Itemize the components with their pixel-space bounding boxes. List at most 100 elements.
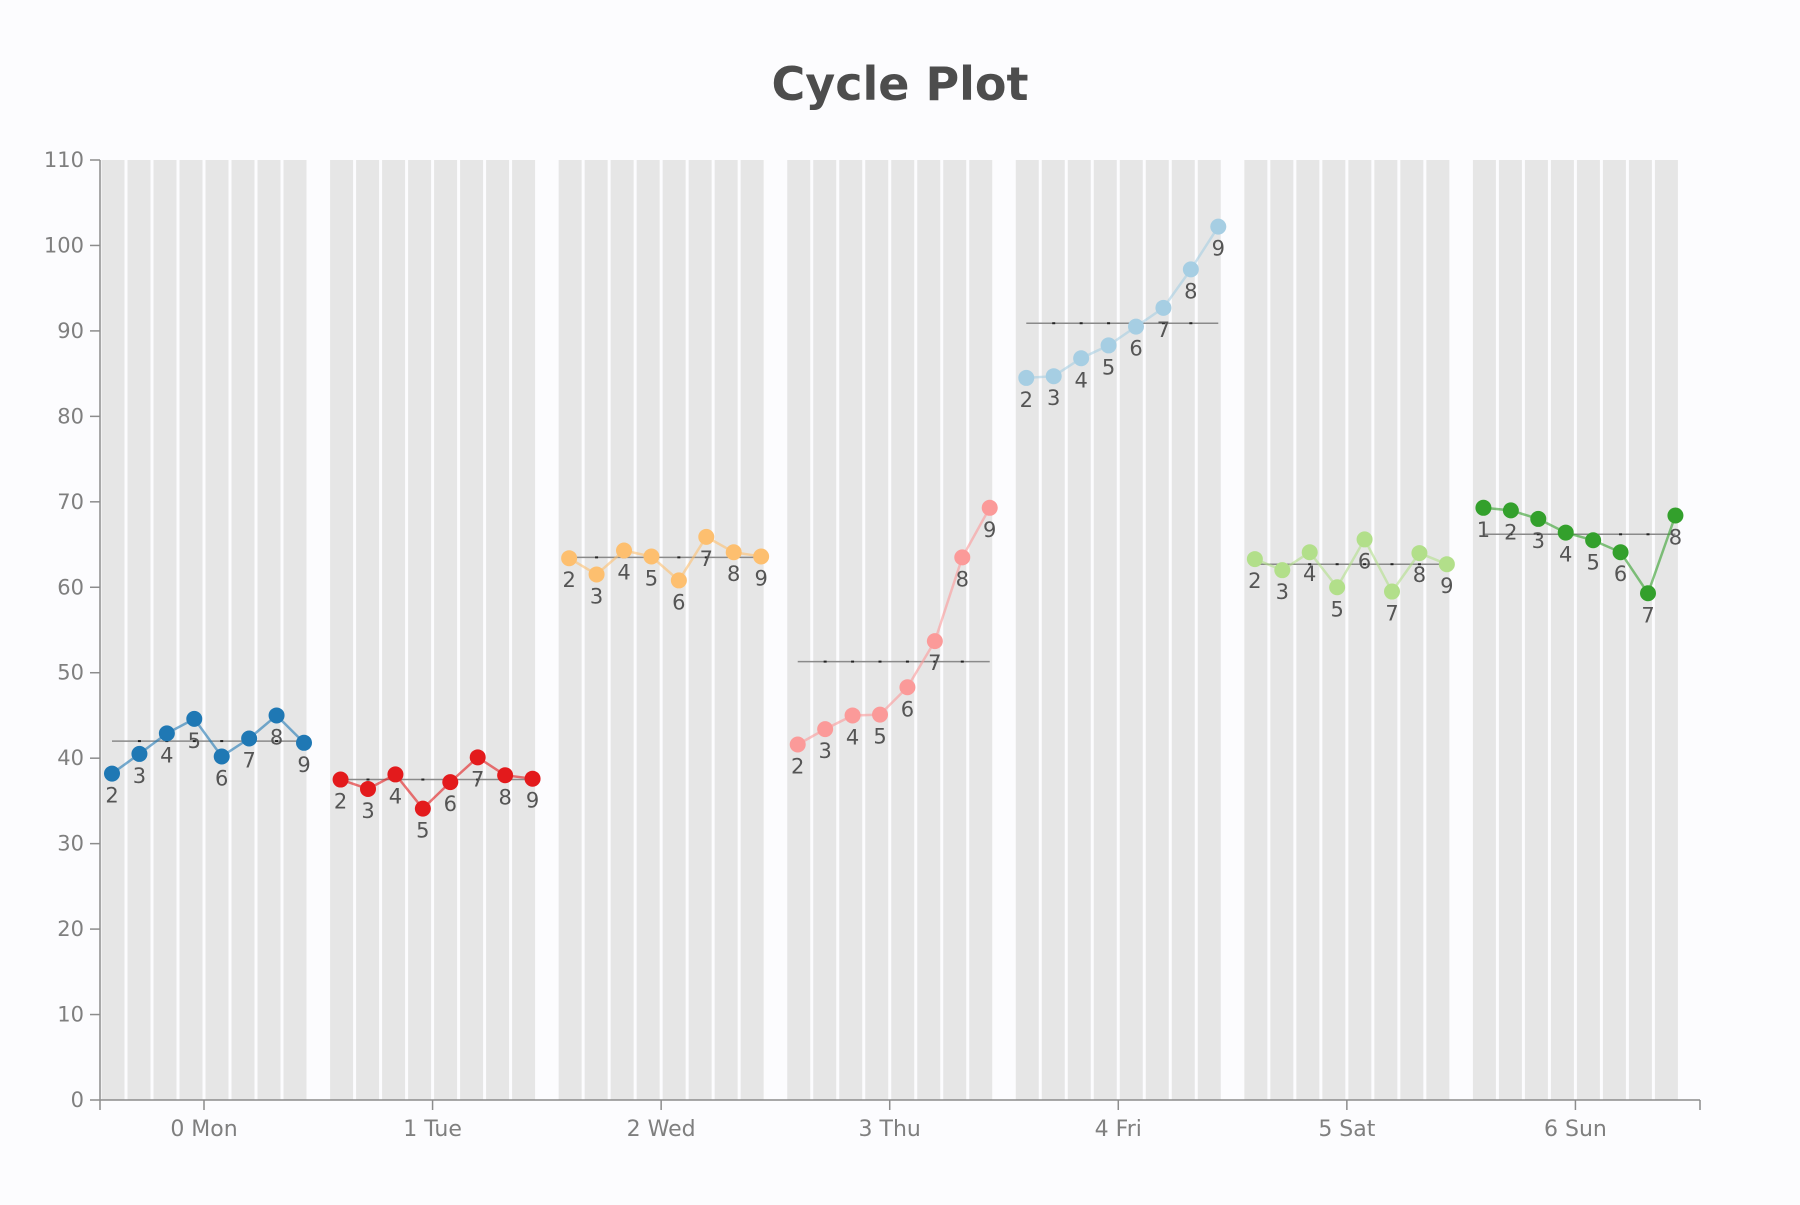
point-label-1-1: 3 [361, 799, 374, 823]
point-2-2 [616, 542, 632, 559]
point-6-7 [1667, 507, 1684, 524]
band-6-7 [1654, 160, 1678, 1100]
band-3-0 [787, 160, 811, 1100]
point-label-5-3: 5 [1330, 597, 1343, 621]
point-4-2 [1073, 350, 1090, 367]
y-tick-label-20: 20 [57, 917, 84, 941]
point-label-0-0: 2 [105, 784, 118, 808]
band-5-0 [1244, 160, 1268, 1100]
band-5-6 [1400, 160, 1424, 1100]
band-0-4 [205, 160, 229, 1100]
point-6-3 [1557, 524, 1574, 541]
y-tick-label-70: 70 [57, 490, 84, 514]
point-4-5 [1155, 299, 1172, 316]
y-tick-label-40: 40 [57, 746, 84, 770]
band-6-4 [1576, 160, 1600, 1100]
point-label-6-0: 1 [1477, 518, 1490, 542]
point-2-5 [698, 528, 715, 545]
point-0-0 [104, 765, 120, 782]
band-2-7 [740, 160, 764, 1100]
point-label-3-5: 7 [928, 651, 941, 675]
band-5-7 [1426, 160, 1450, 1100]
point-2-3 [643, 548, 660, 565]
band-layer [101, 160, 1678, 1100]
point-1-4 [442, 774, 459, 791]
point-label-0-4: 6 [215, 766, 228, 790]
point-5-7 [1438, 556, 1455, 573]
band-4-5 [1145, 160, 1169, 1100]
band-1-1 [356, 160, 380, 1100]
point-1-6 [497, 767, 514, 784]
band-2-6 [714, 160, 738, 1100]
band-4-3 [1093, 160, 1117, 1100]
band-2-1 [584, 160, 608, 1100]
y-tick-label-80: 80 [57, 404, 84, 428]
point-label-4-3: 5 [1102, 355, 1115, 379]
point-label-5-0: 2 [1248, 569, 1261, 593]
point-5-2 [1301, 544, 1318, 561]
point-4-7 [1210, 218, 1227, 235]
band-2-2 [610, 160, 634, 1100]
point-3-2 [844, 707, 861, 724]
point-label-4-0: 2 [1020, 388, 1033, 412]
point-label-3-2: 4 [846, 725, 859, 749]
band-1-4 [434, 160, 458, 1100]
band-2-0 [558, 160, 582, 1100]
point-label-5-5: 7 [1385, 602, 1398, 626]
point-label-5-4: 6 [1358, 549, 1371, 573]
band-4-2 [1067, 160, 1091, 1100]
point-label-5-7: 9 [1440, 574, 1453, 598]
point-label-6-1: 2 [1504, 520, 1517, 544]
point-0-5 [241, 730, 258, 747]
point-1-1 [360, 780, 376, 797]
point-label-0-1: 3 [133, 764, 146, 788]
band-6-0 [1472, 160, 1496, 1100]
band-3-7 [969, 160, 993, 1100]
axes-layer: 0 10 20 30 40 50 60 70 80 90 100 110 0 Mon 1 Tue 2 Wed… [44, 148, 1701, 1142]
chart-title: Cycle Plot [771, 57, 1028, 111]
point-1-7 [524, 770, 541, 787]
point-label-2-7: 9 [754, 567, 767, 591]
point-label-1-5: 7 [471, 767, 484, 791]
point-label-6-5: 6 [1614, 562, 1627, 586]
point-5-4 [1356, 531, 1373, 548]
point-3-3 [872, 706, 888, 723]
band-6-3 [1550, 160, 1574, 1100]
band-0-3 [179, 160, 203, 1100]
y-tick-label-60: 60 [57, 575, 84, 599]
point-label-1-4: 6 [444, 792, 457, 816]
point-1-2 [387, 766, 404, 783]
point-label-4-6: 8 [1184, 279, 1197, 303]
point-5-0 [1246, 551, 1263, 568]
point-label-0-2: 4 [160, 743, 173, 767]
point-4-1 [1045, 368, 1062, 385]
band-4-1 [1041, 160, 1065, 1100]
y-tick-label-50: 50 [57, 661, 84, 685]
band-0-5 [231, 160, 255, 1100]
point-label-1-0: 2 [334, 790, 347, 814]
point-label-2-0: 2 [562, 568, 575, 592]
band-1-2 [382, 160, 406, 1100]
point-label-2-6: 8 [727, 562, 740, 586]
band-5-3 [1322, 160, 1346, 1100]
point-label-0-3: 5 [188, 729, 201, 753]
point-3-4 [899, 679, 916, 696]
point-label-2-5: 7 [700, 547, 713, 571]
point-label-3-4: 6 [901, 697, 914, 721]
band-1-5 [460, 160, 484, 1100]
point-label-1-3: 5 [416, 819, 429, 843]
point-label-0-7: 9 [297, 753, 310, 777]
point-label-3-0: 2 [791, 755, 804, 779]
point-4-6 [1182, 261, 1199, 278]
point-label-2-1: 3 [590, 584, 603, 608]
point-2-4 [670, 572, 687, 589]
point-1-0 [332, 771, 349, 788]
band-5-5 [1374, 160, 1398, 1100]
band-5-4 [1348, 160, 1372, 1100]
point-label-5-2: 4 [1303, 562, 1316, 586]
point-5-3 [1329, 579, 1346, 596]
point-label-1-2: 4 [389, 784, 402, 808]
band-6-5 [1602, 160, 1626, 1100]
